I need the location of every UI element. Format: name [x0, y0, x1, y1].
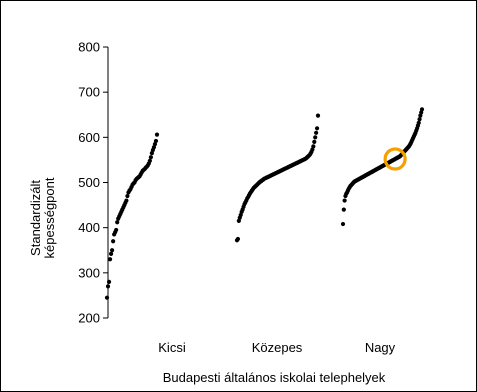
data-point — [154, 132, 160, 137]
data-point — [312, 139, 317, 144]
data-point — [416, 120, 421, 125]
data-point — [152, 142, 158, 147]
y-axis: 200 300 400 500 600 700 800 — [78, 40, 109, 326]
y-axis-title: Standardizáltképességpont — [28, 177, 57, 258]
data-point — [104, 295, 110, 300]
data-point — [149, 151, 154, 156]
y-axis-title-line: Standardizált — [28, 180, 43, 256]
data-point — [236, 218, 241, 223]
data-point — [148, 155, 153, 160]
data-point — [310, 147, 315, 152]
data-point — [313, 135, 318, 140]
data-point — [111, 239, 116, 244]
data-point — [108, 251, 114, 256]
highlight-layer — [383, 147, 407, 171]
highlight-circle — [383, 147, 407, 171]
x-category-label: Kicsi — [158, 340, 186, 355]
x-category-label: Nagy — [365, 340, 396, 355]
y-tick-label: 200 — [78, 311, 100, 326]
y-tick-label: 500 — [78, 175, 100, 190]
data-point — [105, 284, 111, 289]
y-tick-label: 400 — [78, 220, 100, 235]
data-point — [342, 198, 347, 203]
data-point — [311, 144, 316, 149]
data-point — [419, 107, 425, 112]
y-tick-label: 300 — [78, 265, 100, 280]
data-point — [238, 212, 243, 218]
data-point — [314, 130, 319, 135]
x-category-label: Közepes — [252, 340, 303, 355]
data-point — [340, 221, 346, 227]
data-point — [106, 279, 112, 284]
data-points — [104, 107, 425, 300]
data-point — [153, 138, 159, 144]
data-point — [419, 110, 424, 115]
data-point — [107, 257, 113, 262]
data-point — [110, 248, 115, 253]
data-point — [314, 126, 320, 131]
y-tick-label: 700 — [78, 85, 100, 100]
x-axis-title: Budapesti általános iskolai telephelyek — [163, 370, 386, 385]
data-point — [235, 236, 241, 242]
x-category-labels: Kicsi Közepes Nagy — [158, 340, 395, 355]
data-point — [341, 207, 346, 212]
data-point — [125, 193, 130, 199]
data-point — [315, 113, 321, 118]
data-point — [151, 145, 157, 150]
y-tick-label: 600 — [78, 130, 100, 145]
y-axis-title-line: képességpont — [42, 177, 57, 258]
data-point — [418, 113, 423, 118]
y-tick-label: 800 — [78, 40, 100, 55]
data-point — [114, 227, 119, 233]
data-point — [115, 220, 120, 225]
data-point — [147, 158, 152, 163]
data-point — [124, 198, 129, 203]
data-point — [417, 117, 422, 122]
